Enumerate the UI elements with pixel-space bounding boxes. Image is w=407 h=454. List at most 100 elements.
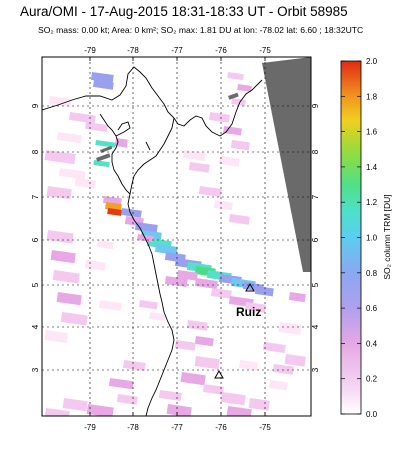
so2-pixel xyxy=(231,98,246,106)
lat-left-label: 6 xyxy=(31,237,40,242)
so2-pixel xyxy=(227,71,244,81)
lat-right-label: 3 xyxy=(311,367,320,372)
so2-pixel xyxy=(210,287,232,299)
lat-right-label: 5 xyxy=(311,282,320,287)
lat-right-label: 8 xyxy=(311,149,320,154)
so2-pixel xyxy=(164,276,188,287)
so2-pixel xyxy=(116,394,138,405)
plot-frame xyxy=(41,56,312,417)
lon-bottom-label: -78 xyxy=(127,423,139,432)
so2-pixel xyxy=(93,160,110,168)
so2-pixel xyxy=(154,243,178,255)
colorbar-tick-label: 1.8 xyxy=(366,92,378,101)
so2-pixel xyxy=(68,112,96,124)
so2-pixel xyxy=(284,354,306,367)
so2-pixel xyxy=(44,150,76,165)
so2-pixel xyxy=(95,140,116,148)
so2-pixel xyxy=(122,360,146,371)
so2-pixel xyxy=(139,300,158,310)
so2-pixel xyxy=(238,360,258,371)
so2-pixel xyxy=(74,178,96,189)
lon-top-label: -78 xyxy=(127,46,139,55)
so2-pixel xyxy=(268,380,288,391)
so2-pixel xyxy=(108,378,134,390)
so2-pixel xyxy=(202,383,224,395)
so2-pixel xyxy=(186,320,208,331)
so2-pixel xyxy=(228,214,250,225)
so2-pixel xyxy=(62,398,88,412)
so2-pixel xyxy=(288,292,306,303)
so2-pixel xyxy=(52,270,80,284)
swath-gap xyxy=(262,57,311,272)
so2-pixel xyxy=(48,96,72,107)
lon-top-label: -77 xyxy=(171,46,183,55)
lon-bottom-label: -75 xyxy=(259,423,271,432)
colorbar-tick-label: 1.2 xyxy=(366,198,378,207)
lat-left-label: 7 xyxy=(31,194,40,199)
so2-pixel xyxy=(223,125,242,136)
lat-right-label: 7 xyxy=(311,194,320,199)
missing-data-pixel xyxy=(96,153,111,162)
so2-pixel xyxy=(180,372,206,386)
so2-pixel xyxy=(198,186,222,197)
so2-pixel xyxy=(58,168,86,180)
colorbar-tick-label: 0.2 xyxy=(366,375,378,384)
so2-pixel xyxy=(262,342,286,353)
so2-pixel xyxy=(182,149,206,161)
so2-pixel xyxy=(114,138,128,148)
colorbar-tick-label: 1.6 xyxy=(366,128,378,137)
map-title: Aura/OMI - 17-Aug-2015 18:31-18:33 UT - … xyxy=(20,4,348,19)
so2-pixel xyxy=(50,250,76,264)
colorbar-tick-label: 0.6 xyxy=(366,304,378,313)
colorbar-tick-label: 1.0 xyxy=(366,234,378,243)
so2-pixel xyxy=(56,132,82,144)
lon-bottom-label: -77 xyxy=(171,423,183,432)
lat-left-label: 4 xyxy=(31,324,40,329)
so2-pixel xyxy=(254,286,274,297)
so2-pixel xyxy=(85,122,108,132)
tick-marks xyxy=(89,57,266,416)
colorbar-tick-label: 2.0 xyxy=(366,57,378,66)
missing-data-pixel xyxy=(227,92,239,100)
so2-pixel xyxy=(44,329,68,343)
lon-top-label: -75 xyxy=(259,46,271,55)
so2-pixel xyxy=(278,322,302,335)
so2-pixel xyxy=(86,404,114,416)
map-subtitle: SO₂ mass: 0.00 kt; Area: 0 km²; SO₂ max:… xyxy=(38,25,364,35)
colorbar-ticks: 2.0 1.8 1.6 1.4 1.2 1.0 0.8 0.6 0.4 0.2 0.0 xyxy=(341,57,378,419)
so2-pixel xyxy=(194,356,220,370)
so2-pixel xyxy=(90,71,114,83)
so2-pixel xyxy=(244,301,266,313)
so2-pixel-layer xyxy=(44,71,306,416)
so2-pixel xyxy=(134,222,158,233)
lon-top-label: -79 xyxy=(84,46,96,55)
so2-pixel xyxy=(44,408,70,416)
volcano-marker-icon xyxy=(214,369,224,379)
so2-pixel xyxy=(60,312,88,326)
lat-left-label: 5 xyxy=(31,282,40,287)
so2-pixel xyxy=(166,404,192,416)
so2-pixel xyxy=(107,208,122,216)
lat-left-label: 9 xyxy=(31,103,40,108)
so2-pixel xyxy=(272,363,294,375)
so2-pixel xyxy=(176,269,198,281)
lat-left-label: 8 xyxy=(31,149,40,154)
so2-pixel xyxy=(98,300,122,311)
so2-pixel xyxy=(194,336,214,347)
so2-pixel xyxy=(188,162,210,173)
so2-pixel xyxy=(121,208,142,218)
so2-pixel xyxy=(208,112,230,123)
so2-pixel xyxy=(149,312,166,322)
so2-pixel xyxy=(220,392,246,406)
so2-pixel xyxy=(174,340,196,351)
so2-pixel xyxy=(46,185,72,200)
missing-data-pixel xyxy=(99,145,113,153)
lon-bottom-label: -79 xyxy=(84,423,96,432)
lat-left-label: 3 xyxy=(31,367,40,372)
lon-bottom-label: -76 xyxy=(215,423,227,432)
lat-right-label: 9 xyxy=(311,103,320,108)
colorbar-tick-label: 0.8 xyxy=(366,269,378,278)
so2-pixel xyxy=(230,139,250,151)
colorbar-tick-label: 1.4 xyxy=(366,163,378,172)
